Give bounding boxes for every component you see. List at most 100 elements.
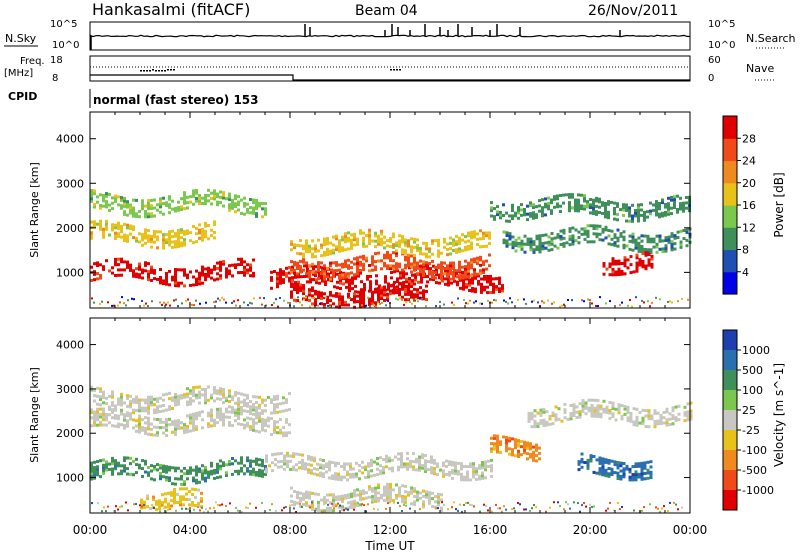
heatmap-cell [577, 193, 580, 197]
heatmap-cell [219, 397, 222, 401]
heatmap-cell [161, 493, 164, 497]
heatmap-cell [348, 286, 351, 290]
heatmap-cell [177, 305, 179, 308]
heatmap-cell [99, 193, 102, 197]
heatmap-cell [683, 419, 687, 423]
heatmap-cell [491, 301, 493, 304]
heatmap-cell [658, 204, 661, 208]
heatmap-cell [593, 406, 597, 410]
heatmap-cell [398, 234, 401, 238]
heatmap-cell [661, 214, 664, 218]
heatmap-cell [317, 269, 320, 273]
heatmap-cell [635, 421, 639, 425]
heatmap-cell [162, 475, 165, 479]
heatmap-cell [117, 397, 120, 401]
heatmap-cell [407, 298, 409, 301]
heatmap-cell [111, 207, 114, 211]
heatmap-cell [186, 472, 189, 475]
heatmap-cell [329, 264, 332, 268]
heatmap-cell [219, 410, 222, 414]
heatmap-cell [165, 426, 168, 429]
heatmap-cell [270, 411, 273, 415]
heatmap-cell [243, 404, 246, 407]
heatmap-cell [413, 295, 416, 299]
heatmap-cell [643, 234, 647, 238]
heatmap-cell [451, 471, 454, 475]
heatmap-cell [362, 257, 365, 261]
heatmap-cell [389, 245, 392, 249]
heatmap-cell [637, 203, 640, 207]
heatmap-cell [414, 275, 417, 279]
heatmap-cell [659, 414, 663, 417]
heatmap-cell [508, 234, 512, 238]
heatmap-cell [685, 206, 688, 210]
heatmap-cell [651, 301, 653, 304]
heatmap-cell [274, 452, 277, 456]
heatmap-cell [475, 472, 478, 476]
heatmap-cell [193, 304, 195, 307]
heatmap-cell [283, 299, 285, 302]
heatmap-cell [213, 469, 216, 472]
heatmap-cell [598, 224, 602, 228]
heatmap-cell [132, 397, 135, 401]
heatmap-cell [283, 459, 286, 463]
heatmap-cell [102, 227, 105, 231]
heatmap-cell [234, 413, 237, 417]
heatmap-cell [586, 202, 589, 206]
heatmap-cell [270, 286, 273, 290]
heatmap-cell [611, 412, 615, 416]
heatmap-cell [282, 270, 285, 274]
heatmap-cell [174, 430, 177, 434]
heatmap-cell [290, 282, 293, 286]
heatmap-cell [108, 467, 111, 471]
heatmap-cell [401, 240, 404, 244]
heatmap-cell [129, 456, 132, 460]
heatmap-cell [440, 506, 443, 510]
heatmap-cell [664, 205, 667, 209]
heatmap-cell [633, 509, 635, 512]
heatmap-cell [425, 298, 428, 301]
heatmap-cell [117, 461, 120, 465]
heatmap-cell [652, 208, 655, 212]
heatmap-cell [302, 258, 305, 261]
heatmap-cell [551, 414, 555, 418]
heatmap-cell [432, 278, 435, 282]
heatmap-cell [237, 271, 240, 275]
heatmap-cell [174, 281, 177, 285]
heatmap-cell [302, 255, 305, 259]
heatmap-cell [189, 466, 192, 470]
heatmap-cell [343, 462, 346, 466]
heatmap-cell [219, 266, 222, 270]
heatmap-cell [649, 240, 653, 244]
heatmap-cell [140, 501, 143, 505]
heatmap-cell [259, 296, 261, 299]
heatmap-cell [308, 272, 311, 276]
heatmap-cell [150, 198, 153, 202]
heatmap-cell [523, 234, 527, 238]
heatmap-cell [637, 214, 640, 218]
heatmap-cell [201, 236, 204, 239]
heatmap-cell [340, 464, 343, 468]
heatmap-cell [483, 288, 486, 292]
heatmap-cell [99, 459, 102, 463]
heatmap-cell [380, 297, 383, 300]
heatmap-cell [237, 414, 240, 418]
freq-dots [140, 69, 401, 72]
heatmap-cell [661, 247, 665, 251]
heatmap-cell [598, 459, 602, 463]
heatmap-cell [407, 490, 410, 494]
heatmap-cell [539, 411, 543, 415]
heatmap-cell [96, 200, 99, 204]
heatmap-cell [478, 466, 481, 470]
heatmap-cell [249, 502, 251, 505]
heatmap-cell [246, 469, 249, 473]
heatmap-cell [371, 489, 374, 493]
heatmap-cell [280, 452, 283, 455]
heatmap-cell [189, 418, 192, 422]
heatmap-cell [596, 399, 600, 402]
heatmap-cell [434, 495, 437, 498]
heatmap-cell [179, 487, 182, 491]
heatmap-cell [276, 397, 279, 401]
heatmap-cell [138, 275, 141, 279]
heatmap-cell [117, 232, 120, 236]
